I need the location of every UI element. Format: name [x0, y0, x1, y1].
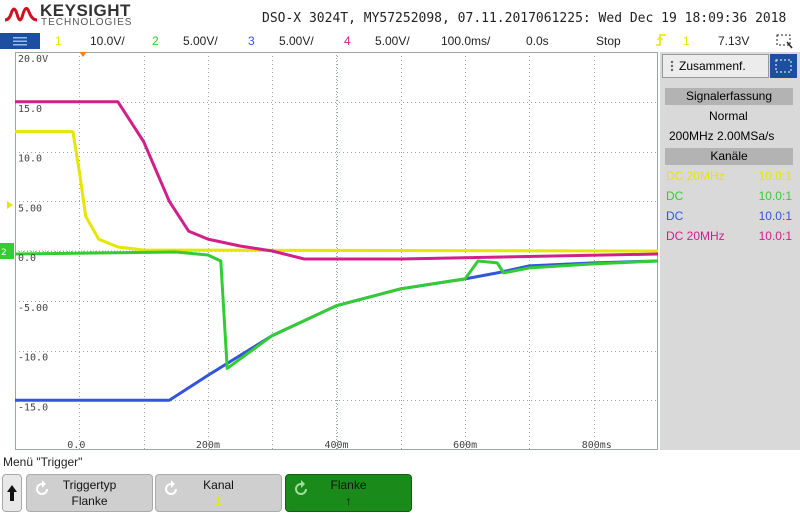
softkey-channel-label: Kanal [203, 478, 234, 492]
channel-2-probe: 10.0:1 [758, 189, 792, 203]
tab-summary-label: Zusammenf. [679, 59, 746, 73]
ch3-number[interactable]: 3 [248, 34, 255, 48]
ch3-scale: 5.00V/ [279, 34, 314, 48]
svg-text:2: 2 [1, 248, 7, 258]
trigger-level: 7.13V [718, 34, 750, 48]
keysight-logo: KEYSIGHT TECHNOLOGIES [0, 0, 160, 30]
softkey-trigger-type-value: Flanke [71, 494, 108, 508]
ch4-number[interactable]: 4 [344, 34, 351, 48]
channel-3-coupling: DC [666, 209, 684, 223]
channel-row-1: DC 20MHz 10.0:1 [666, 168, 792, 186]
section-channels: Kanäle [665, 148, 793, 165]
channel-4-probe: 10.0:1 [758, 229, 792, 243]
softkey-bar: Triggertyp Flanke Kanal 1 Flanke ↑ [0, 472, 800, 512]
timebase-delay: 0.0s [526, 34, 549, 48]
timebase-scale: 100.0ms/ [441, 34, 491, 48]
ch2-number[interactable]: 2 [152, 34, 159, 48]
softkey-channel[interactable]: Kanal 1 [155, 474, 282, 512]
channel-4-coupling: DC 20MHz [666, 229, 725, 243]
x-tick-label: 200m [196, 440, 220, 450]
status-bar: 1 10.0V/ 2 5.00V/ 3 5.00V/ 4 5.00V/ 100.… [0, 32, 800, 50]
softkey-slope-value: ↑ [345, 494, 352, 508]
softkey-slope-label: Flanke [330, 478, 367, 492]
softkey-trigger-type[interactable]: Triggertyp Flanke [26, 474, 153, 512]
brand-name: KEYSIGHT [40, 1, 131, 20]
softkey-trigger-type-label: Triggertyp [62, 478, 117, 492]
waveform-graticule: 20.0V 15.0 10.0 5.00 0.0 -5.00 -10.0 -15.0 0.0 2… [14, 50, 659, 451]
waveform-display[interactable]: 20.0V 15.0 10.0 5.00 0.0 -5.00 -10.0 -15.0 0.0 2… [14, 50, 659, 451]
softkey-channel-value: 1 [215, 494, 222, 508]
trigger-edge-icon [654, 32, 668, 51]
menu-title: Menü "Trigger" [3, 455, 83, 469]
rotate-knob-icon [36, 480, 48, 495]
rotate-knob-icon [165, 480, 177, 495]
channel-row-2: DC 10.0:1 [666, 188, 792, 206]
menu-lines-icon [13, 37, 27, 46]
grid-view-icon [775, 59, 792, 73]
x-tick-label: 800ms [582, 440, 612, 450]
tab-grid-view[interactable] [770, 54, 797, 78]
brand-subtitle: TECHNOLOGIES [41, 17, 133, 28]
acquisition-rates: 200MHz 2.00MSa/s [669, 129, 775, 143]
ch4-scale: 5.00V/ [375, 34, 410, 48]
trace-4 [14, 250, 659, 370]
run-state: Stop [596, 34, 621, 48]
channel-row-3: DC 10.0:1 [666, 208, 792, 226]
tab-summary[interactable]: Zusammenf. [662, 54, 769, 78]
ch1-number[interactable]: 1 [55, 34, 62, 48]
rotate-knob-icon [295, 480, 307, 495]
trigger-position-marker [78, 50, 88, 57]
y-tick-label: -15.0 [18, 402, 48, 413]
softkey-slope[interactable]: Flanke ↑ [285, 474, 412, 512]
channel-row-4: DC 20MHz 10.0:1 [666, 228, 792, 246]
channel-2-coupling: DC [666, 189, 684, 203]
trigger-level-marker [7, 201, 13, 209]
y-tick-label: -5.00 [18, 303, 48, 314]
y-tick-label: 15.0 [18, 104, 42, 115]
trigger-channel: 1 [683, 34, 690, 48]
section-acquisition: Signalerfassung [665, 88, 793, 105]
summary-side-panel: Zusammenf. Signalerfassung Normal 200MHz… [660, 52, 800, 450]
channel-1-coupling: DC 20MHz [666, 169, 725, 183]
channel-ground-markers: 2 [0, 201, 14, 259]
trace-1 [15, 130, 659, 253]
ch2-scale: 5.00V/ [183, 34, 218, 48]
y-tick-label: 5.00 [18, 203, 42, 214]
arrow-up-icon [7, 485, 17, 501]
channel-3-probe: 10.0:1 [758, 209, 792, 223]
x-tick-label: 400m [325, 440, 349, 450]
instrument-title: DSO-X 3024T, MY57252098, 07.11.201706122… [262, 11, 787, 26]
y-tick-label: -10.0 [18, 353, 48, 364]
y-tick-label: 20.0V [18, 54, 48, 65]
y-tick-label: 10.0 [18, 154, 42, 165]
trace-2 [15, 100, 659, 261]
menu-up-button[interactable] [2, 474, 22, 512]
x-tick-label: 600m [453, 440, 477, 450]
x-tick-label: 0.0 [67, 440, 85, 450]
y-tick-label: 0.0 [18, 253, 36, 264]
screen-capture-icon[interactable] [775, 32, 795, 53]
channel-1-probe: 10.0:1 [758, 169, 792, 183]
tab-dots-icon [670, 60, 674, 72]
acquisition-mode: Normal [709, 109, 748, 123]
ch1-scale: 10.0V/ [90, 34, 125, 48]
keysight-wave-icon [4, 7, 38, 22]
channel-menu-button[interactable] [0, 33, 40, 49]
